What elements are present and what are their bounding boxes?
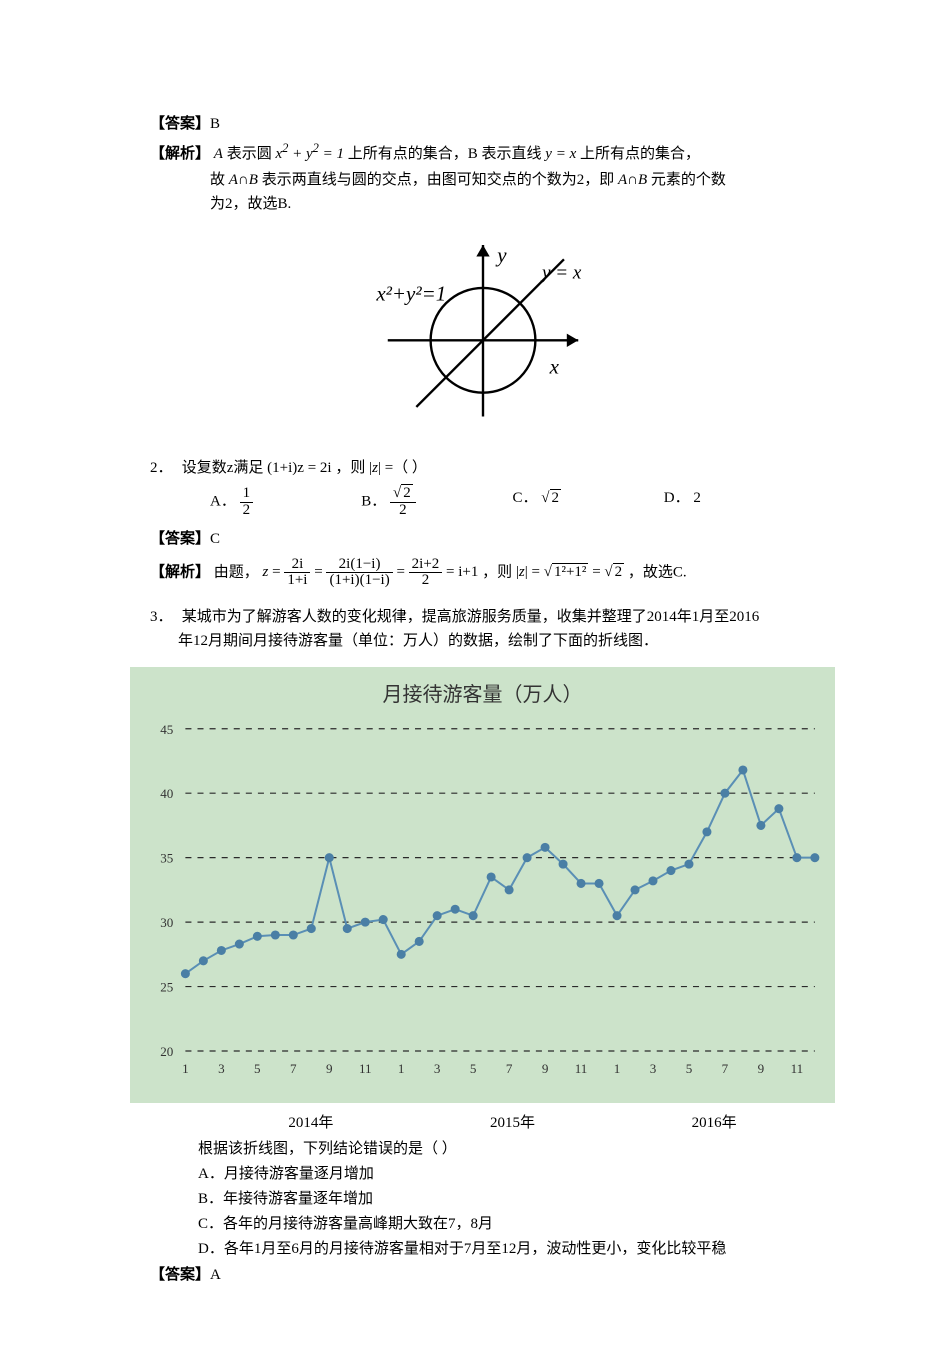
q3-options: A．月接待游客量逐月增加 B．年接待游客量逐年增加 C．各年的月接待游客量高峰期… [150,1162,815,1261]
stem-text: ，则 |z| =（ ） [335,460,427,476]
svg-text:5: 5 [470,1061,477,1076]
option-c: C． 2 [513,486,664,519]
q2-stem: 2． 设复数z满足 (1+i)z = 2i ，则 |z| =（ ） [150,456,815,480]
analysis-text: 由题， [214,564,259,580]
option-a: A．月接待游客量逐月增加 [198,1162,815,1186]
svg-text:25: 25 [160,980,174,995]
year-2014: 2014年 [210,1111,412,1135]
svg-text:7: 7 [722,1061,729,1076]
q1-analysis: 【解析】 A 表示圆 x2 + y2 = 1 上所有点的集合，B 表示直线 y … [150,138,815,166]
option-d: D． 2 [664,486,815,519]
option-label: A． [210,494,236,510]
svg-text:7: 7 [290,1061,297,1076]
q1-figure: y x x²+y²=1 y = x [353,226,613,426]
q2-answer: 【答案】C [150,527,815,551]
q2-options: A． 12 B． 22 C． 2 D． 2 [150,486,815,519]
stem-equation: (1+i)z = 2i [267,460,331,476]
svg-text:3: 3 [218,1061,225,1076]
stem-text: 年12月期间月接待游客量（单位：万人）的数据，绘制了下面的折线图． [178,633,658,649]
analysis-text: 上所有点的集合， [580,146,700,162]
prompt-text: 根据该折线图，下列结论错误的是（ ） [198,1141,457,1157]
tourism-chart: 月接待游客量（万人） 20253035404513579111357911135… [130,667,835,1103]
option-b: B． 22 [361,486,512,519]
svg-text:5: 5 [686,1061,693,1076]
answer-value: B [210,116,220,132]
answer-value: A [210,1267,221,1283]
q2-analysis: 【解析】 由题， z = 2i1+i = 2i(1−i)(1+i)(1−i) =… [150,557,815,590]
svg-text:30: 30 [160,915,174,930]
analysis-label: 【解析】 [150,146,210,162]
option-b: B．年接待游客量逐年增加 [198,1187,815,1211]
chart-svg: 202530354045135791113579111357911 [130,715,835,1095]
svg-text:9: 9 [542,1061,549,1076]
equation-circle: x2 + y2 = 1 [275,146,344,162]
analysis-text: 为2，故选B. [210,196,291,212]
circle-eq-label: x²+y²=1 [375,281,446,305]
analysis-equation: z = 2i1+i = 2i(1−i)(1+i)(1−i) = 2i+22 = … [263,564,483,580]
svg-text:1: 1 [182,1061,189,1076]
svg-text:3: 3 [434,1061,441,1076]
q1-analysis-line3: 为2，故选B. [150,192,815,216]
svg-text:3: 3 [650,1061,657,1076]
analysis-text: A [214,146,223,162]
stem-text: 设复数z满足 [182,460,264,476]
svg-text:1: 1 [614,1061,621,1076]
q3-answer: 【答案】A [150,1263,815,1287]
analysis-text: 上所有点的集合，B 表示直线 [348,146,542,162]
q3-stem-line2: 年12月期间月接待游客量（单位：万人）的数据，绘制了下面的折线图． [150,629,815,653]
option-label: B． [361,494,386,510]
svg-text:5: 5 [254,1061,261,1076]
question-number: 2． [150,456,178,480]
analysis-label: 【解析】 [150,564,210,580]
x-axis-label: x [548,355,559,379]
option-d: D．各年1月至6月的月接待游客量相对于7月至12月，波动性更小，变化比较平稳 [198,1237,815,1261]
svg-text:11: 11 [359,1061,372,1076]
svg-text:9: 9 [326,1061,333,1076]
option-label: C． [513,490,538,506]
svg-text:7: 7 [506,1061,513,1076]
answer-label: 【答案】 [150,1267,210,1283]
svg-text:20: 20 [160,1044,174,1059]
analysis-text: ，故选C. [628,564,687,580]
answer-label: 【答案】 [150,531,210,547]
q1-analysis-line2: 故 A∩B 表示两直线与圆的交点，由图可知交点的个数为2，即 A∩B 元素的个数 [150,168,815,192]
chart-title: 月接待游客量（万人） [130,667,835,715]
q3-stem: 3． 某城市为了解游客人数的变化规律，提高旅游服务质量，收集并整理了2014年1… [150,605,815,629]
y-axis-label: y [495,243,507,267]
line-eq-label: y = x [540,262,582,283]
svg-text:9: 9 [758,1061,765,1076]
year-labels: 2014年 2015年 2016年 [150,1111,815,1135]
year-2016: 2016年 [613,1111,815,1135]
option-a: A． 12 [210,486,361,519]
q3-prompt: 根据该折线图，下列结论错误的是（ ） [150,1137,815,1161]
option-label: D． [664,490,690,506]
svg-text:1: 1 [398,1061,405,1076]
q1-answer: 【答案】B [150,112,815,136]
option-c: C．各年的月接待游客量高峰期大致在7，8月 [198,1212,815,1236]
analysis-text: 表示圆 [227,146,276,162]
svg-text:11: 11 [575,1061,588,1076]
analysis-equation-2: |z| = 1²+1² = 2 [516,564,628,580]
option-a-value: 12 [240,486,254,519]
svg-text:35: 35 [160,851,174,866]
svg-text:11: 11 [791,1061,804,1076]
question-number: 3． [150,605,178,629]
option-b-value: 22 [390,486,416,519]
year-2015: 2015年 [412,1111,614,1135]
option-c-value: 2 [541,490,561,506]
answer-value: C [210,531,220,547]
svg-text:45: 45 [160,722,174,737]
equation-line: y = x [545,146,580,162]
option-d-value: 2 [693,490,701,506]
answer-label: 【答案】 [150,116,210,132]
stem-text: 某城市为了解游客人数的变化规律，提高旅游服务质量，收集并整理了2014年1月至2… [182,609,760,625]
svg-text:40: 40 [160,786,174,801]
analysis-text: ，则 [482,564,512,580]
analysis-text: 故 A∩B 表示两直线与圆的交点，由图可知交点的个数为2，即 A∩B 元素的个数 [210,172,726,188]
